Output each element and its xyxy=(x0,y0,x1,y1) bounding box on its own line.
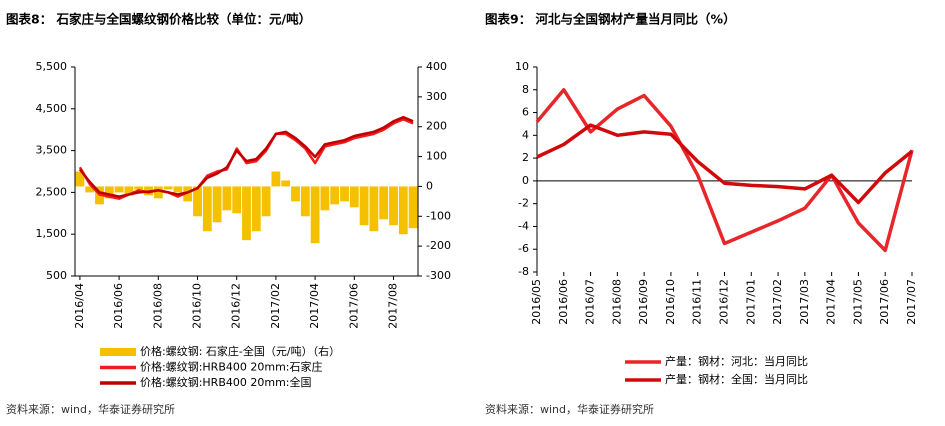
y-tick-label: 3,500 xyxy=(36,144,68,157)
legend-swatch xyxy=(100,348,136,356)
bar xyxy=(202,186,212,232)
x-tick-label: 2017/07 xyxy=(905,279,918,325)
y2-tick-label: -300 xyxy=(426,269,451,282)
y2-tick-label: -100 xyxy=(426,209,451,222)
y-tick-label: -6 xyxy=(518,242,529,255)
bar xyxy=(300,186,310,217)
bar xyxy=(232,186,242,214)
bar xyxy=(369,186,379,232)
bar xyxy=(104,186,114,199)
legend-label: 价格:螺纹钢: 石家庄-全国（元/吨）（右） xyxy=(140,344,340,358)
line xyxy=(535,88,914,253)
bar xyxy=(310,186,320,244)
y-tick-label: 6 xyxy=(522,106,529,119)
x-tick-label: 2016/08 xyxy=(610,279,623,325)
bar xyxy=(153,186,163,199)
y-tick-label: 0 xyxy=(522,174,529,187)
y-tick-label: 5,500 xyxy=(36,60,68,73)
y-tick-label: 8 xyxy=(522,83,529,96)
x-tick-label: 2016/07 xyxy=(584,279,597,325)
y2-tick-label: 400 xyxy=(426,60,447,73)
y2-tick-label: 300 xyxy=(426,90,447,103)
bar xyxy=(330,186,340,205)
bar xyxy=(408,186,418,229)
bar xyxy=(340,186,349,202)
y-tick-label: -8 xyxy=(518,265,529,278)
bar xyxy=(163,186,173,190)
x-tick-label: 2016/04 xyxy=(73,283,86,329)
chart-title: 图表8： 石家庄与全国螺纹钢价格比较（单位：元/吨） xyxy=(6,12,311,27)
x-tick-label: 2017/01 xyxy=(744,279,757,325)
bar xyxy=(124,186,134,196)
x-tick-label: 2017/05 xyxy=(851,279,864,325)
bar xyxy=(291,186,300,202)
x-tick-label: 2017/06 xyxy=(347,283,360,329)
bar xyxy=(281,180,291,187)
source: 资料来源：wind，华泰证券研究所 xyxy=(485,402,654,416)
x-tick-label: 2016/12 xyxy=(718,279,731,325)
y-tick-label: 1,500 xyxy=(36,227,68,240)
x-tick-label: 2016/06 xyxy=(557,279,570,325)
x-tick-label: 2016/12 xyxy=(230,283,243,329)
x-tick-label: 2016/10 xyxy=(664,279,677,325)
bar xyxy=(222,186,232,211)
bar xyxy=(134,186,144,190)
bar xyxy=(389,186,398,226)
bar xyxy=(193,186,202,217)
y2-tick-label: 200 xyxy=(426,120,447,133)
x-tick-label: 2017/02 xyxy=(269,283,282,329)
bar xyxy=(242,186,251,241)
legend-label: 产量：钢材：全国：当月同比 xyxy=(665,372,808,386)
bar xyxy=(261,186,271,217)
x-tick-label: 2016/09 xyxy=(637,279,650,325)
y-tick-label: 10 xyxy=(515,60,529,73)
legend-label: 价格:螺纹钢:HRB400 20mm:石家庄 xyxy=(140,360,323,374)
x-tick-label: 2017/02 xyxy=(771,279,784,325)
y-tick-label: -4 xyxy=(518,219,529,232)
x-tick-label: 2016/10 xyxy=(191,283,204,329)
x-tick-label: 2017/06 xyxy=(878,279,891,325)
x-tick-label: 2017/08 xyxy=(387,283,400,329)
bar xyxy=(85,186,95,193)
bar xyxy=(398,186,408,235)
bar xyxy=(349,186,359,208)
chart-title: 图表9： 河北与全国钢材产量当月同比（%） xyxy=(485,12,736,27)
line xyxy=(78,115,414,198)
x-tick-label: 2016/06 xyxy=(112,283,125,329)
y-tick-label: 2,500 xyxy=(36,185,68,198)
bar xyxy=(183,186,193,202)
y2-tick-label: -200 xyxy=(426,239,451,252)
y-tick-label: -2 xyxy=(518,197,529,210)
x-tick-label: 2017/04 xyxy=(825,279,838,325)
y-tick-label: 4 xyxy=(522,128,529,141)
x-tick-label: 2016/08 xyxy=(151,283,164,329)
line xyxy=(536,123,914,205)
bar xyxy=(212,186,222,223)
bar xyxy=(251,186,261,232)
x-tick-label: 2016/11 xyxy=(691,279,704,325)
bar xyxy=(359,186,369,226)
bar xyxy=(75,171,85,187)
bar xyxy=(271,171,281,187)
legend-label: 价格:螺纹钢:HRB400 20mm:全国 xyxy=(140,375,312,389)
x-tick-label: 2017/04 xyxy=(308,283,321,329)
y2-tick-label: 0 xyxy=(426,179,433,192)
legend-label: 产量：钢材：河北：当月同比 xyxy=(665,354,808,368)
y-tick-label: 2 xyxy=(522,151,529,164)
x-tick-label: 2016/05 xyxy=(530,279,543,325)
line xyxy=(78,118,414,200)
bar xyxy=(320,186,330,211)
x-tick-label: 2017/03 xyxy=(798,279,811,325)
y-tick-label: 500 xyxy=(46,269,67,282)
bar xyxy=(379,186,389,220)
bar xyxy=(114,186,124,193)
source: 资料来源：wind，华泰证券研究所 xyxy=(6,402,175,416)
bar xyxy=(173,186,183,193)
y2-tick-label: 100 xyxy=(426,150,447,163)
y-tick-label: 4,500 xyxy=(36,102,68,115)
